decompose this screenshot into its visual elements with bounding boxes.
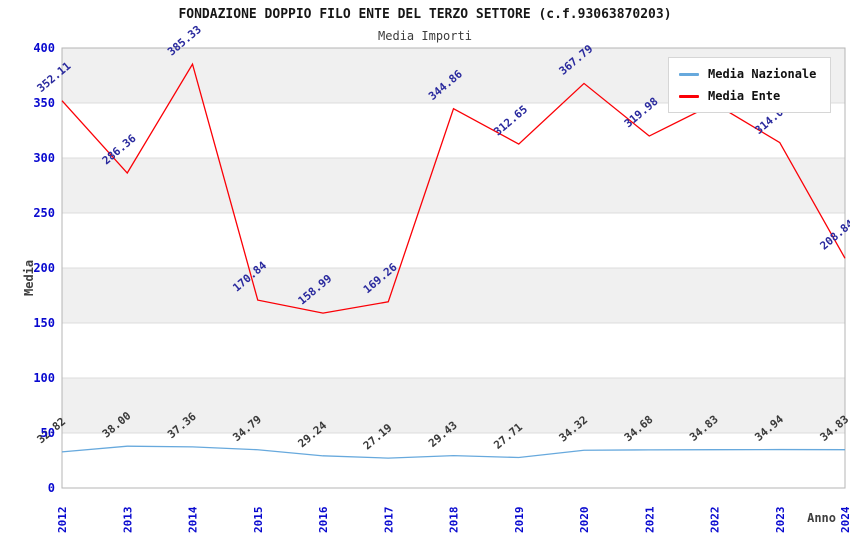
media-ente-line-swatch: [679, 94, 699, 98]
x-axis-title: Anno: [807, 511, 836, 525]
y-tick-label: 200: [33, 261, 55, 275]
x-tick-label: 2017: [382, 507, 395, 534]
x-tick-label: 2024: [839, 506, 850, 533]
x-tick-label: 2016: [317, 506, 330, 533]
legend-item-media-ente: Media Ente: [679, 89, 816, 103]
y-tick-label: 400: [33, 41, 55, 55]
point-label: 312.65: [491, 103, 530, 139]
y-axis-title: Media: [22, 260, 36, 296]
grid-band: [62, 268, 845, 323]
y-tick-label: 100: [33, 371, 55, 385]
chart-subtitle: Media Importi: [378, 29, 472, 43]
legend-label-media-ente: Media Ente: [708, 89, 781, 103]
x-tick-label: 2021: [643, 506, 656, 533]
x-tick-label: 2022: [709, 507, 722, 534]
chart-title: FONDAZIONE DOPPIO FILO ENTE DEL TERZO SE…: [178, 7, 672, 22]
series-line-0: [61, 445, 846, 459]
x-tick-label: 2012: [56, 507, 69, 534]
y-tick-label: 300: [33, 151, 55, 165]
x-tick-label: 2019: [513, 507, 526, 534]
y-tick-label: 0: [48, 481, 55, 495]
x-tick-label: 2013: [121, 507, 134, 534]
x-tick-label: 2015: [252, 507, 265, 534]
media-nazionale-line-swatch: [679, 72, 699, 76]
plot-frame: [61, 47, 846, 489]
grid-band: [62, 378, 845, 433]
chart-legend: Media Nazionale Media Ente: [668, 57, 832, 113]
y-tick-label: 150: [33, 316, 55, 330]
x-tick-label: 2018: [448, 507, 461, 534]
y-tick-label: 350: [33, 96, 55, 110]
grid-band: [62, 158, 845, 213]
legend-label-media-nazionale: Media Nazionale: [708, 67, 817, 81]
x-tick-label: 2023: [774, 507, 787, 534]
x-tick-label: 2014: [187, 506, 200, 533]
legend-item-media-nazionale: Media Nazionale: [679, 67, 816, 81]
y-tick-label: 50: [41, 426, 55, 440]
y-tick-label: 250: [33, 206, 55, 220]
x-tick-label: 2020: [578, 507, 591, 534]
